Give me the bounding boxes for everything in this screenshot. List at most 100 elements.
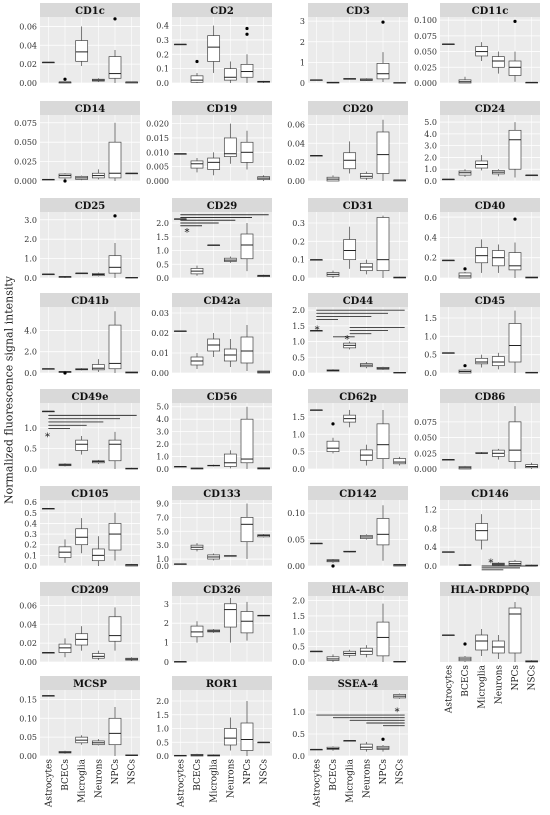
- panel-title: CD41b: [71, 296, 109, 307]
- box-bcecs: [458, 564, 472, 566]
- box-npcs: [108, 706, 122, 756]
- x-category-label: Astrocytes: [312, 759, 322, 809]
- box-microglia: [343, 649, 357, 658]
- box-bcecs: [326, 270, 340, 278]
- box-npcs: [108, 607, 122, 651]
- box-neurons: [223, 450, 237, 469]
- y-tick-label: 0: [300, 79, 305, 88]
- panel-title: HLA-DRDPDQ: [451, 585, 530, 596]
- x-category-label: Astrocytes: [176, 759, 186, 809]
- plot-background: [308, 403, 408, 469]
- panel-strip: [308, 293, 408, 307]
- box-iqr: [475, 247, 489, 264]
- y-tick-label: 1.2: [424, 505, 437, 514]
- box-neurons: [91, 536, 105, 566]
- y-tick-label: 1.0: [156, 453, 169, 462]
- box-iqr: [475, 634, 489, 651]
- panel-title: MCSP: [73, 679, 107, 690]
- box-microglia: [475, 42, 489, 61]
- y-tick-label: 0.00: [19, 79, 37, 88]
- box-microglia: [75, 368, 89, 371]
- box-npcs: [376, 366, 390, 370]
- panel-cd20: CD20 0.00 0.02 0.04 0.06: [287, 101, 408, 186]
- y-tick-label: 0.00: [287, 177, 305, 186]
- y-tick-label: 0.05: [19, 733, 37, 742]
- y-tick-label: 0: [164, 658, 169, 667]
- y-tick-label: 0.000: [14, 177, 37, 186]
- y-tick-label: 0.0: [292, 658, 305, 667]
- box-iqr: [508, 252, 522, 271]
- box-bcecs: [326, 559, 340, 563]
- box-microglia: [475, 514, 489, 550]
- y-tick-label: 2: [300, 38, 305, 47]
- y-tick-label: 0.1: [24, 551, 37, 560]
- box-nscs: [125, 81, 139, 84]
- panel-cd40: CD40 0.0 0.2 0.4 0.6: [424, 198, 540, 283]
- plot-background: [172, 307, 272, 373]
- y-tick-label: 0.050: [414, 48, 437, 57]
- panel-title: SSEA-4: [338, 679, 379, 690]
- box-nscs: [393, 276, 407, 279]
- panel-title: CD2: [210, 6, 234, 17]
- panel-strip: [308, 198, 408, 212]
- panel-title: CD326: [203, 585, 241, 596]
- box-iqr: [343, 239, 357, 261]
- box-iqr: [491, 56, 505, 68]
- box-bcecs: [190, 72, 204, 83]
- box-neurons: [359, 78, 373, 81]
- x-category-label: Astrocytes: [44, 759, 54, 809]
- y-tick-label: 0.3: [24, 530, 37, 539]
- box-iqr: [108, 717, 122, 746]
- x-category-label: BCECs: [461, 665, 471, 697]
- y-tick-label: 0.5: [292, 353, 305, 362]
- box-neurons: [223, 123, 237, 164]
- y-tick-label: 0.0: [24, 562, 37, 571]
- box-iqr: [190, 160, 204, 169]
- box-nscs: [525, 174, 539, 177]
- box-nscs: [125, 277, 139, 279]
- plot-background: [172, 115, 272, 181]
- significance-star: *: [345, 334, 350, 345]
- y-tick-label: 1.0: [292, 627, 305, 636]
- plot-background: [308, 212, 408, 278]
- x-category-label: Microglia: [78, 758, 88, 802]
- panel-cd14: CD14 0.000 0.025 0.050 0.075: [14, 101, 140, 186]
- y-tick-label: 0.01: [151, 349, 169, 358]
- box-bcecs: [190, 353, 204, 369]
- plot-background: [440, 115, 540, 181]
- box-nscs: [525, 371, 539, 374]
- box-iqr: [393, 458, 407, 465]
- box-neurons: [223, 61, 237, 83]
- panel-title: CD42a: [203, 296, 241, 307]
- y-tick-label: 2.0: [156, 440, 169, 449]
- panel-title: CD209: [71, 585, 109, 596]
- box-bcecs: [190, 158, 204, 173]
- y-tick-label: 0.00: [19, 658, 37, 667]
- y-tick-label: 0.5: [292, 643, 305, 652]
- y-tick-label: 3: [164, 600, 169, 609]
- panel-cd42a: CD42a 0.00 0.01 0.02 0.03: [151, 293, 272, 378]
- box-microglia: [207, 553, 221, 561]
- box-microglia: [207, 25, 221, 73]
- box-microglia: [207, 333, 221, 357]
- box-neurons: [91, 78, 105, 83]
- x-category-label: Microglia: [210, 758, 220, 802]
- box-microglia: [343, 409, 357, 428]
- box-nscs: [257, 614, 271, 617]
- plot-background: [440, 500, 540, 566]
- box-bcecs: [190, 467, 204, 470]
- box-nscs: [125, 754, 139, 756]
- panel-title: CD133: [203, 489, 241, 500]
- box-iqr: [207, 157, 221, 170]
- box-astrocytes: [309, 259, 323, 261]
- box-nscs: [525, 462, 539, 469]
- box-bcecs: [458, 76, 472, 84]
- box-iqr: [240, 517, 254, 543]
- box-nscs: [125, 563, 139, 567]
- box-astrocytes: [441, 178, 455, 181]
- box-iqr: [376, 217, 390, 272]
- panel-title: CD105: [71, 489, 109, 500]
- panel-title: CD45: [475, 296, 506, 307]
- panel-title: CD29: [207, 201, 238, 212]
- box-astrocytes: [41, 508, 55, 510]
